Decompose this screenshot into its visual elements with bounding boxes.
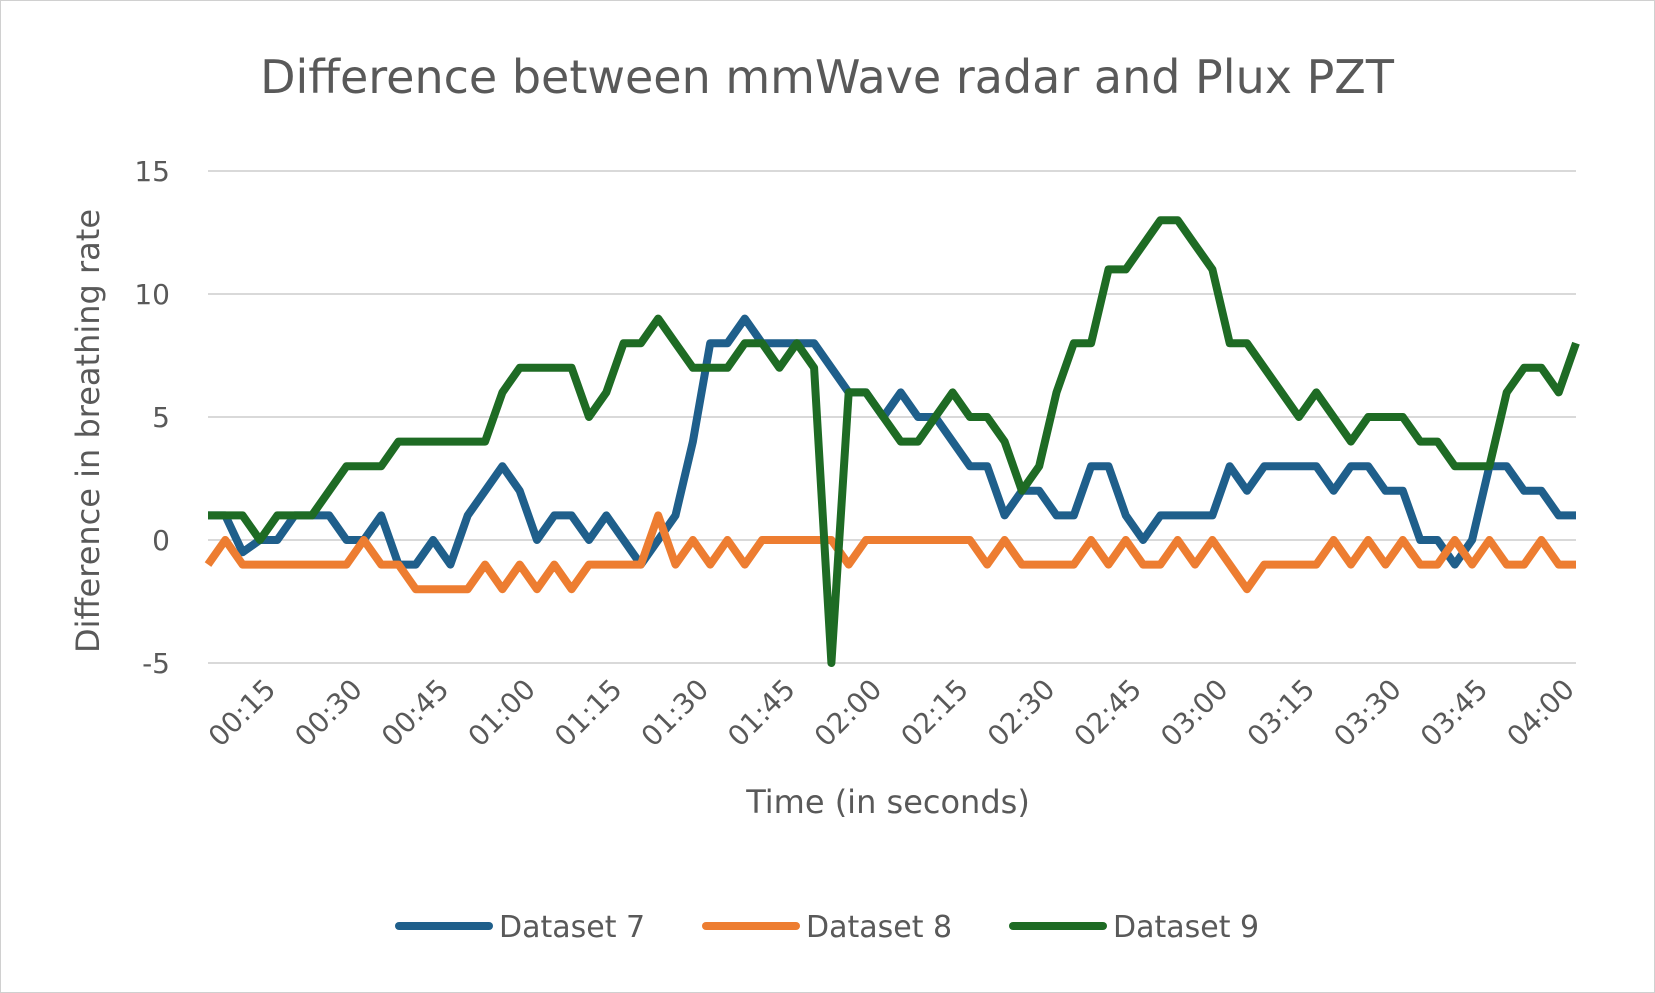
x-tick-label: 01:00	[462, 673, 542, 753]
x-tick-label: 02:00	[808, 673, 888, 753]
y-tick-label: 15	[134, 155, 170, 188]
x-tick-label: 02:15	[894, 673, 974, 753]
x-tick-label: 01:15	[548, 673, 628, 753]
x-tick-label: 02:30	[981, 673, 1061, 753]
legend-label: Dataset 9	[1113, 910, 1259, 945]
legend: Dataset 7 Dataset 8 Dataset 9	[395, 910, 1259, 945]
x-tick-label: 00:30	[288, 673, 368, 753]
y-axis-ticks: -5 0 5 10 15	[134, 155, 170, 680]
legend-label: Dataset 8	[806, 910, 952, 945]
y-tick-label: 0	[152, 524, 170, 557]
x-tick-label: 00:15	[202, 673, 282, 753]
x-tick-label: 03:15	[1241, 673, 1321, 753]
x-tick-label: 01:45	[721, 673, 801, 753]
x-tick-label: 01:30	[635, 673, 715, 753]
series-line-dataset-8	[204, 511, 1576, 594]
y-tick-label: 10	[134, 278, 170, 311]
x-tick-label: 03:45	[1414, 673, 1494, 753]
x-tick-label: 03:30	[1327, 673, 1407, 753]
series-lines	[204, 216, 1580, 667]
series-line-dataset-7	[208, 314, 1576, 569]
x-tick-label: 03:00	[1154, 673, 1234, 753]
y-tick-label: 5	[152, 401, 170, 434]
y-axis-title: Difference in breathing rate	[69, 209, 107, 653]
chart-title: Difference between mmWave radar and Plux…	[260, 50, 1395, 104]
y-tick-label: -5	[142, 647, 170, 680]
x-tick-label: 04:00	[1501, 673, 1581, 753]
x-axis-title: Time (in seconds)	[745, 783, 1030, 821]
x-axis-ticks: 00:15 00:30 00:45 01:00 01:15 01:30 01:45 02:00…	[202, 673, 1581, 753]
x-tick-label: 00:45	[375, 673, 455, 753]
legend-label: Dataset 7	[499, 910, 645, 945]
series-line-dataset-9	[208, 216, 1580, 667]
x-tick-label: 02:45	[1068, 673, 1148, 753]
